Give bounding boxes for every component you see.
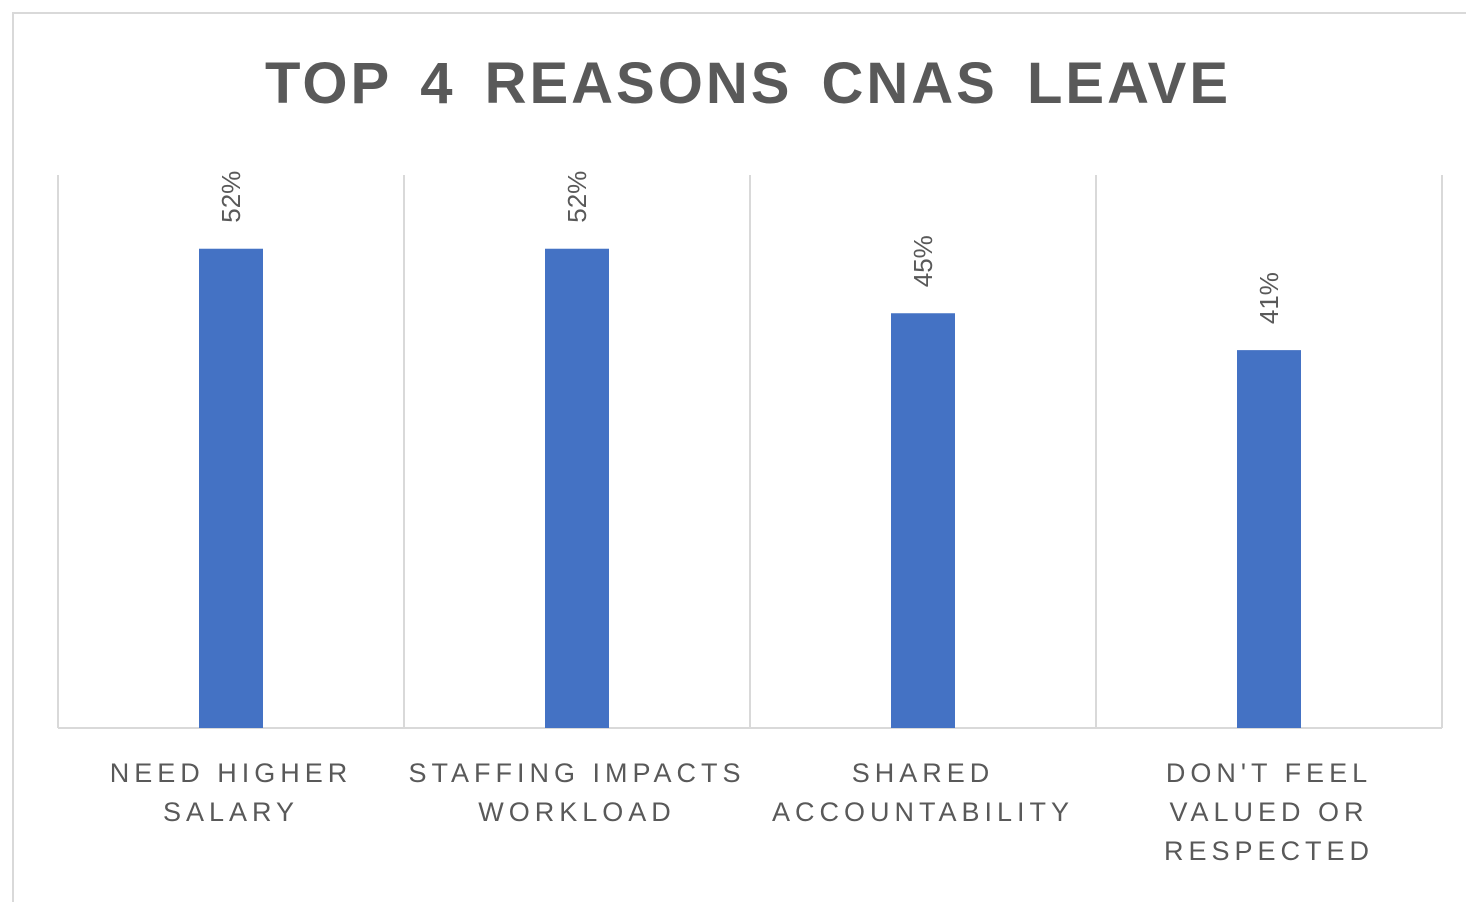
category-label: SHARED [852, 758, 995, 788]
category-label: SALARY [163, 797, 299, 827]
category-label: ACCOUNTABILITY [772, 797, 1074, 827]
bar[interactable] [1237, 350, 1301, 728]
data-label: 45% [908, 235, 938, 287]
data-label: 52% [216, 171, 246, 223]
bar[interactable] [545, 248, 609, 728]
data-label: 41% [1254, 272, 1284, 324]
category-label: VALUED OR [1169, 797, 1368, 827]
category-label: STAFFING IMPACTS [408, 758, 745, 788]
category-label: WORKLOAD [478, 797, 676, 827]
chart-title: TOP 4 REASONS CNAS LEAVE [264, 51, 1232, 116]
data-label: 52% [562, 171, 592, 223]
category-label: RESPECTED [1164, 836, 1374, 866]
bar[interactable] [891, 313, 955, 728]
chart-frame [12, 12, 1466, 902]
category-label: NEED HIGHER [110, 758, 353, 788]
bar[interactable] [199, 248, 263, 728]
category-label: DON'T FEEL [1166, 758, 1372, 788]
